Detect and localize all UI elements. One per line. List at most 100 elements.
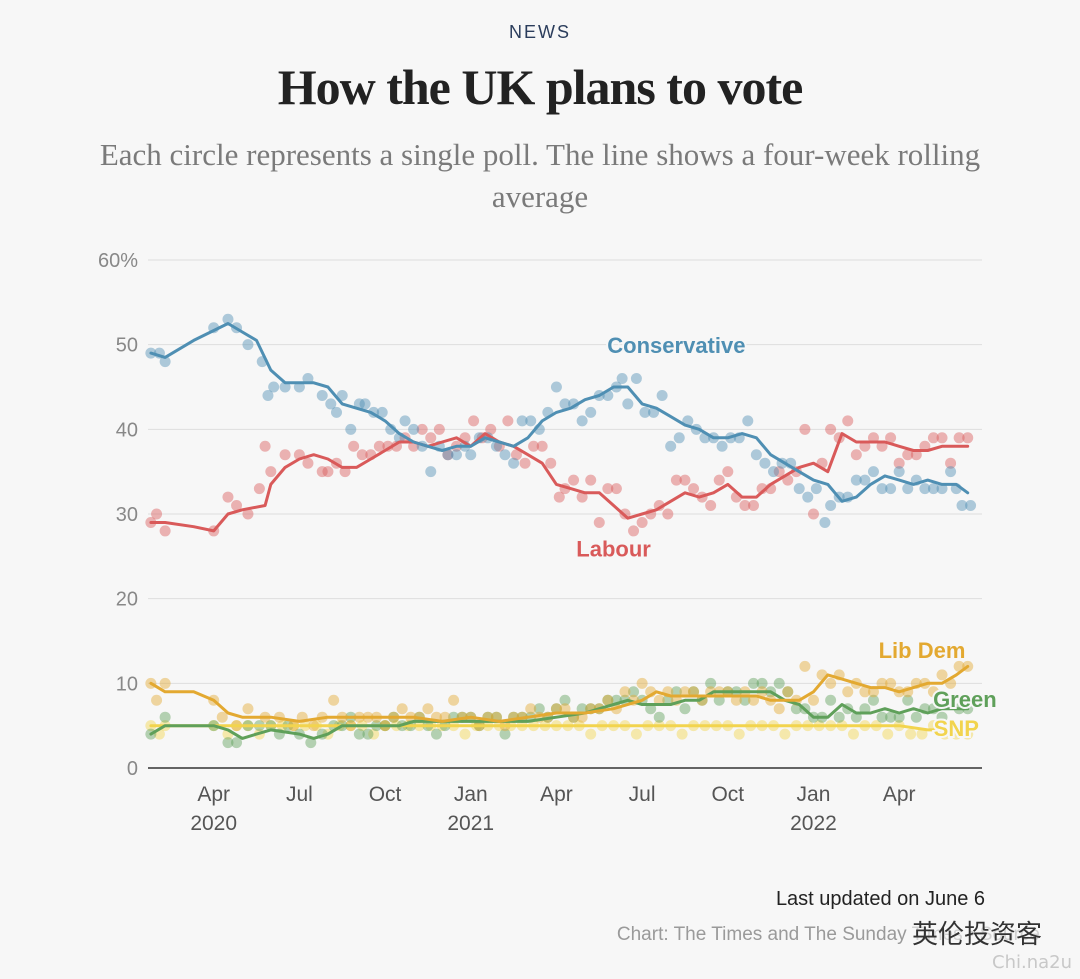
poll-point <box>628 686 640 698</box>
poll-point <box>450 449 462 461</box>
poll-point <box>885 677 897 689</box>
poll-point <box>673 432 685 444</box>
poll-point <box>545 457 557 469</box>
poll-point <box>936 669 948 681</box>
poll-point <box>408 423 420 435</box>
poll-point <box>636 516 648 528</box>
poll-point <box>759 457 771 469</box>
poll-point <box>867 694 879 706</box>
watermark-text: 英伦投资客 <box>907 914 1046 951</box>
poll-point <box>965 500 977 512</box>
poll-point <box>945 466 957 478</box>
poll-point <box>656 389 668 401</box>
poll-point <box>773 466 785 478</box>
poll-point <box>459 728 471 740</box>
poll-point <box>825 677 837 689</box>
poll-point <box>825 694 837 706</box>
poll-point <box>773 677 785 689</box>
poll-point <box>593 516 605 528</box>
poll-point <box>739 694 751 706</box>
poll-point <box>927 686 939 698</box>
poll-point <box>279 449 291 461</box>
rolling-average-line <box>149 322 970 503</box>
rolling-average-line <box>149 432 970 533</box>
poll-point <box>376 406 388 418</box>
poll-point <box>893 711 905 723</box>
poll-point <box>602 694 614 706</box>
y-tick-label: 20 <box>116 589 138 611</box>
poll-point <box>679 474 691 486</box>
poll-point <box>850 449 862 461</box>
poll-point <box>665 440 677 452</box>
poll-point <box>242 703 254 715</box>
poll-point <box>345 423 357 435</box>
poll-point <box>779 728 791 740</box>
poll-point <box>742 415 754 427</box>
poll-point <box>676 728 688 740</box>
poll-point <box>619 686 631 698</box>
poll-point <box>730 694 742 706</box>
poll-point <box>956 500 968 512</box>
poll-point <box>536 440 548 452</box>
poll-point <box>568 474 580 486</box>
y-tick-label: 0 <box>127 758 138 780</box>
poll-point <box>905 728 917 740</box>
poll-point <box>927 432 939 444</box>
x-tick-label: Jul <box>629 783 656 806</box>
poll-point <box>705 500 717 512</box>
poll-point <box>359 398 371 410</box>
poll-point <box>810 483 822 495</box>
poll-point <box>807 694 819 706</box>
poll-point <box>748 677 760 689</box>
poll-point <box>502 415 514 427</box>
poll-point <box>825 423 837 435</box>
poll-point <box>151 508 163 520</box>
poll-point <box>859 474 871 486</box>
poll-point <box>399 415 411 427</box>
poll-point <box>353 728 365 740</box>
poll-point <box>670 474 682 486</box>
poll-point <box>653 711 665 723</box>
poll-point <box>716 440 728 452</box>
poll-point <box>919 483 931 495</box>
poll-point <box>859 440 871 452</box>
poll-point <box>216 711 228 723</box>
poll-point <box>782 686 794 698</box>
poll-point <box>425 466 437 478</box>
poll-point <box>936 711 948 723</box>
poll-point <box>867 466 879 478</box>
poll-point <box>222 491 234 503</box>
poll-point <box>842 415 854 427</box>
poll-point <box>328 694 340 706</box>
poll-point <box>910 711 922 723</box>
poll-point <box>322 466 334 478</box>
poll-point <box>722 466 734 478</box>
poll-point <box>265 466 277 478</box>
x-tick-label: Apr <box>883 783 916 806</box>
poll-point <box>325 398 337 410</box>
poll-point <box>442 449 454 461</box>
poll-point <box>945 694 957 706</box>
poll-point <box>331 406 343 418</box>
poll-point <box>688 483 700 495</box>
poll-point <box>553 491 565 503</box>
poll-point <box>750 449 762 461</box>
poll-point <box>902 449 914 461</box>
poll-point <box>799 660 811 672</box>
poll-point <box>662 508 674 520</box>
poll-point <box>485 423 497 435</box>
poll-point <box>442 449 454 461</box>
poll-point <box>628 525 640 537</box>
poll-point <box>468 415 480 427</box>
poll-point <box>373 440 385 452</box>
series-label: Labour <box>576 536 651 561</box>
poll-point <box>559 398 571 410</box>
last-updated: Last updated on June 6 <box>775 888 985 910</box>
poll-point <box>348 440 360 452</box>
poll-point <box>465 449 477 461</box>
poll-point <box>885 432 897 444</box>
x-tick-label: Apr <box>540 783 573 806</box>
poll-point <box>602 694 614 706</box>
poll-point <box>231 737 243 749</box>
poll-point <box>433 423 445 435</box>
